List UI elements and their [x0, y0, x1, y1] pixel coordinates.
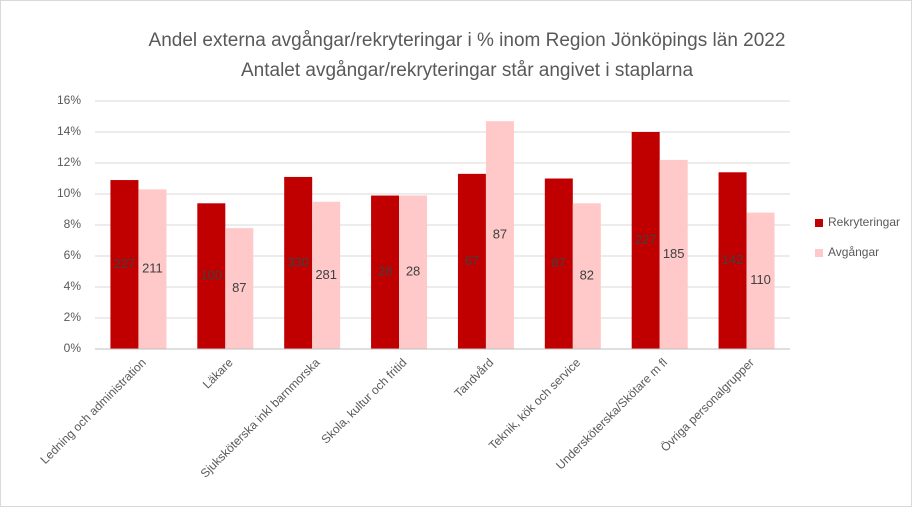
data-label: 110 — [750, 272, 771, 287]
data-label: 281 — [315, 267, 337, 282]
legend-swatch — [815, 219, 823, 227]
legend-label: Rekryteringar — [828, 215, 900, 229]
chart-title: Andel externa avgångar/rekryteringar i %… — [149, 30, 786, 51]
bar — [659, 159, 688, 349]
data-label: 211 — [142, 261, 163, 276]
y-tick-label: 16% — [57, 93, 81, 107]
data-label: 142 — [722, 252, 744, 267]
data-label: 67 — [465, 253, 479, 268]
legend-swatch — [815, 249, 823, 257]
bar — [631, 132, 660, 349]
data-label: 227 — [635, 232, 657, 247]
bar — [312, 201, 341, 349]
legend-label: Avgångar — [828, 245, 879, 259]
bar — [746, 212, 775, 349]
bar — [197, 203, 226, 349]
y-tick-label: 0% — [64, 341, 82, 355]
bar — [399, 195, 428, 349]
bar — [371, 195, 400, 349]
bar — [457, 173, 486, 349]
y-tick-label: 8% — [64, 217, 82, 231]
bar — [544, 178, 573, 349]
y-tick-label: 2% — [64, 310, 82, 324]
bar — [572, 203, 601, 349]
y-tick-label: 12% — [57, 155, 81, 169]
chart-subtitle: Antalet avgångar/rekryteringar står angi… — [241, 60, 693, 81]
bar — [225, 228, 254, 349]
bar — [485, 121, 514, 350]
data-label: 87 — [552, 255, 566, 270]
bar — [718, 172, 747, 349]
y-tick-label: 10% — [57, 186, 81, 200]
y-tick-label: 14% — [57, 124, 81, 138]
bar — [138, 189, 167, 349]
data-label: 28 — [406, 264, 420, 279]
y-tick-label: 6% — [64, 248, 82, 262]
data-label: 87 — [232, 280, 246, 295]
bar — [110, 180, 139, 349]
data-label: 227 — [114, 256, 136, 271]
data-label: 28 — [378, 264, 392, 279]
data-label: 185 — [663, 246, 685, 261]
data-label: 87 — [493, 227, 507, 242]
data-label: 82 — [580, 268, 594, 283]
bar — [284, 176, 313, 349]
y-tick-label: 4% — [64, 279, 82, 293]
data-label: 100 — [200, 268, 222, 283]
data-label: 330 — [287, 254, 309, 269]
